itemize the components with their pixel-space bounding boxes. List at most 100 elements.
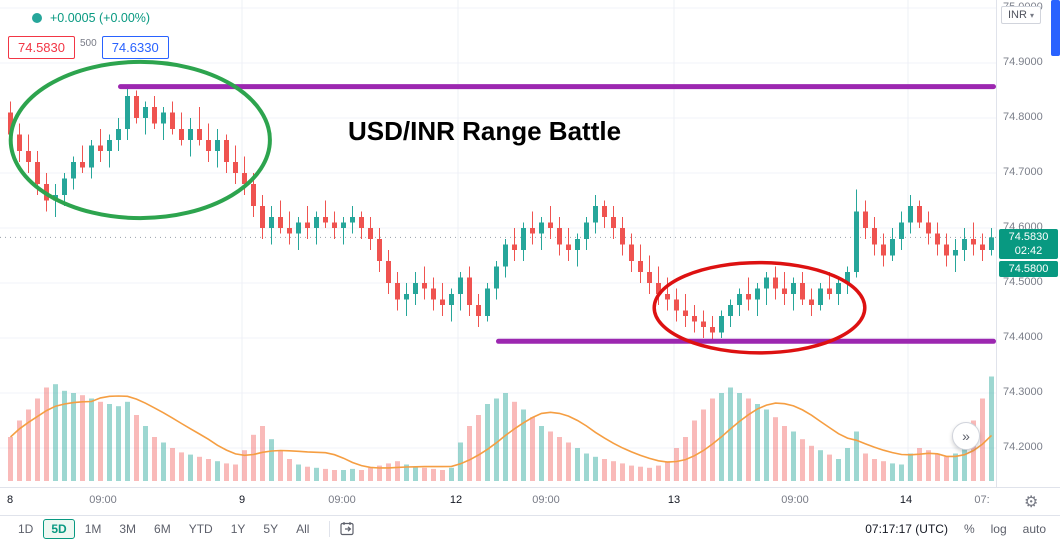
volume-bar [593, 456, 598, 481]
gear-icon[interactable]: ⚙ [1024, 494, 1039, 511]
bid-price-button[interactable]: 74.5830 [8, 36, 75, 59]
volume-bar [287, 459, 292, 481]
candle-body [179, 129, 184, 140]
range-button-5y[interactable]: 5Y [255, 519, 286, 539]
candle-body [8, 112, 13, 135]
range-button-1m[interactable]: 1M [77, 519, 110, 539]
volume-bar [170, 448, 175, 481]
volume-bar [980, 398, 985, 481]
volume-bar [80, 395, 85, 481]
volume-bar [62, 390, 67, 481]
volume-bar [944, 456, 949, 481]
go-to-date-icon[interactable] [340, 521, 357, 536]
candle-body [791, 283, 796, 294]
candle-body [755, 288, 760, 300]
range-button-5d[interactable]: 5D [43, 518, 75, 539]
time-tick-label: 14 [899, 494, 913, 506]
volume-bar [899, 464, 904, 481]
secondary-price-value: 74.5800 [1008, 263, 1049, 275]
candle-body [449, 294, 454, 305]
candle-body [476, 305, 481, 316]
range-button-1y[interactable]: 1Y [223, 519, 254, 539]
volume-bar [629, 465, 634, 481]
candle-body [98, 145, 103, 151]
range-button-ytd[interactable]: YTD [181, 519, 221, 539]
clock-utc[interactable]: 07:17:17 (UTC) [865, 521, 948, 536]
volume-bar [386, 463, 391, 481]
volume-bar [161, 442, 166, 481]
candle-body [800, 283, 805, 300]
candle-body [134, 96, 139, 118]
candle-body [188, 129, 193, 140]
volume-bar [44, 387, 49, 481]
candle-body [548, 222, 553, 228]
candle-body [116, 129, 121, 140]
price-tick-label: 74.3000 [1003, 386, 1043, 398]
candle-body [935, 233, 940, 245]
bar-countdown: 02:42 [1014, 245, 1043, 257]
range-button-1d[interactable]: 1D [10, 519, 41, 539]
currency-chip[interactable]: INR ▾ [1001, 6, 1041, 24]
range-button-6m[interactable]: 6M [146, 519, 179, 539]
volume-bar [332, 470, 337, 481]
time-tick-label: 09:00 [781, 494, 809, 506]
candle-body [539, 222, 544, 234]
volume-bar [539, 426, 544, 481]
volume-bar [791, 431, 796, 481]
time-tick-label: 09:00 [89, 494, 117, 506]
candle-body [593, 206, 598, 223]
candle-body [827, 288, 832, 294]
price-axis[interactable]: 74.2000 74.3000 74.4000 74.5000 74.6000 74.70… [996, 0, 1060, 487]
scrollbar-thumb[interactable] [1051, 0, 1060, 56]
candle-body [440, 299, 445, 305]
percent-scale-button[interactable]: % [963, 521, 975, 536]
candle-body [296, 222, 301, 234]
volume-bar [926, 450, 931, 481]
candle-body [908, 206, 913, 223]
candle-body [899, 222, 904, 239]
candle-body [710, 327, 715, 333]
bottom-toolbar: 1D 5D 1M 3M 6M YTD 1Y 5Y All 07:17:17 (UTC) % lo… [0, 515, 1060, 541]
red-circle-annotation[interactable] [652, 260, 867, 355]
volume-bar [701, 409, 706, 481]
volume-bar [485, 404, 490, 481]
volume-bar [251, 434, 256, 481]
volume-bar [368, 467, 373, 481]
volume-bar [503, 393, 508, 481]
time-axis[interactable]: ⚙ 8 09:00 9 09:00 12 09:00 13 09:00 14 07: [0, 487, 1060, 515]
candle-body [530, 228, 535, 234]
range-button-3m[interactable]: 3M [111, 519, 144, 539]
price-tick-label: 74.5000 [1003, 276, 1043, 288]
volume-bar [764, 409, 769, 481]
volume-bar [953, 453, 958, 481]
last-price-badge: 74.5830 02:42 [999, 229, 1058, 259]
scroll-right-button[interactable]: » [952, 422, 980, 450]
candlestick-chart[interactable] [0, 0, 996, 487]
candle-body [377, 239, 382, 261]
chart-title-annotation[interactable]: USD/INR Range Battle [348, 116, 622, 146]
log-scale-button[interactable]: log [990, 521, 1007, 536]
volume-ma-line [9, 395, 993, 469]
candle-body [665, 294, 670, 300]
volume-bar [854, 431, 859, 481]
auto-scale-button[interactable]: auto [1022, 521, 1046, 536]
candle-body [485, 288, 490, 316]
volume-bar [35, 398, 40, 481]
volume-bar [197, 456, 202, 481]
range-button-all[interactable]: All [288, 519, 317, 539]
volume-bar [620, 463, 625, 481]
volume-bar [800, 439, 805, 481]
volume-bar [134, 415, 139, 481]
chart-canvas[interactable]: USD/INR Range Battle +0.0005 (+0.00%) 74… [0, 0, 996, 487]
time-tick-label: 13 [667, 494, 681, 506]
volume-bar [494, 398, 499, 481]
green-circle-annotation[interactable] [8, 59, 272, 221]
volume-bar [647, 467, 652, 481]
candle-body [26, 151, 31, 162]
volume-bar [377, 465, 382, 481]
ask-price-button[interactable]: 74.6330 [101, 36, 169, 59]
volume-bar [305, 466, 310, 481]
candle-body [260, 206, 265, 228]
candle-body [971, 239, 976, 245]
